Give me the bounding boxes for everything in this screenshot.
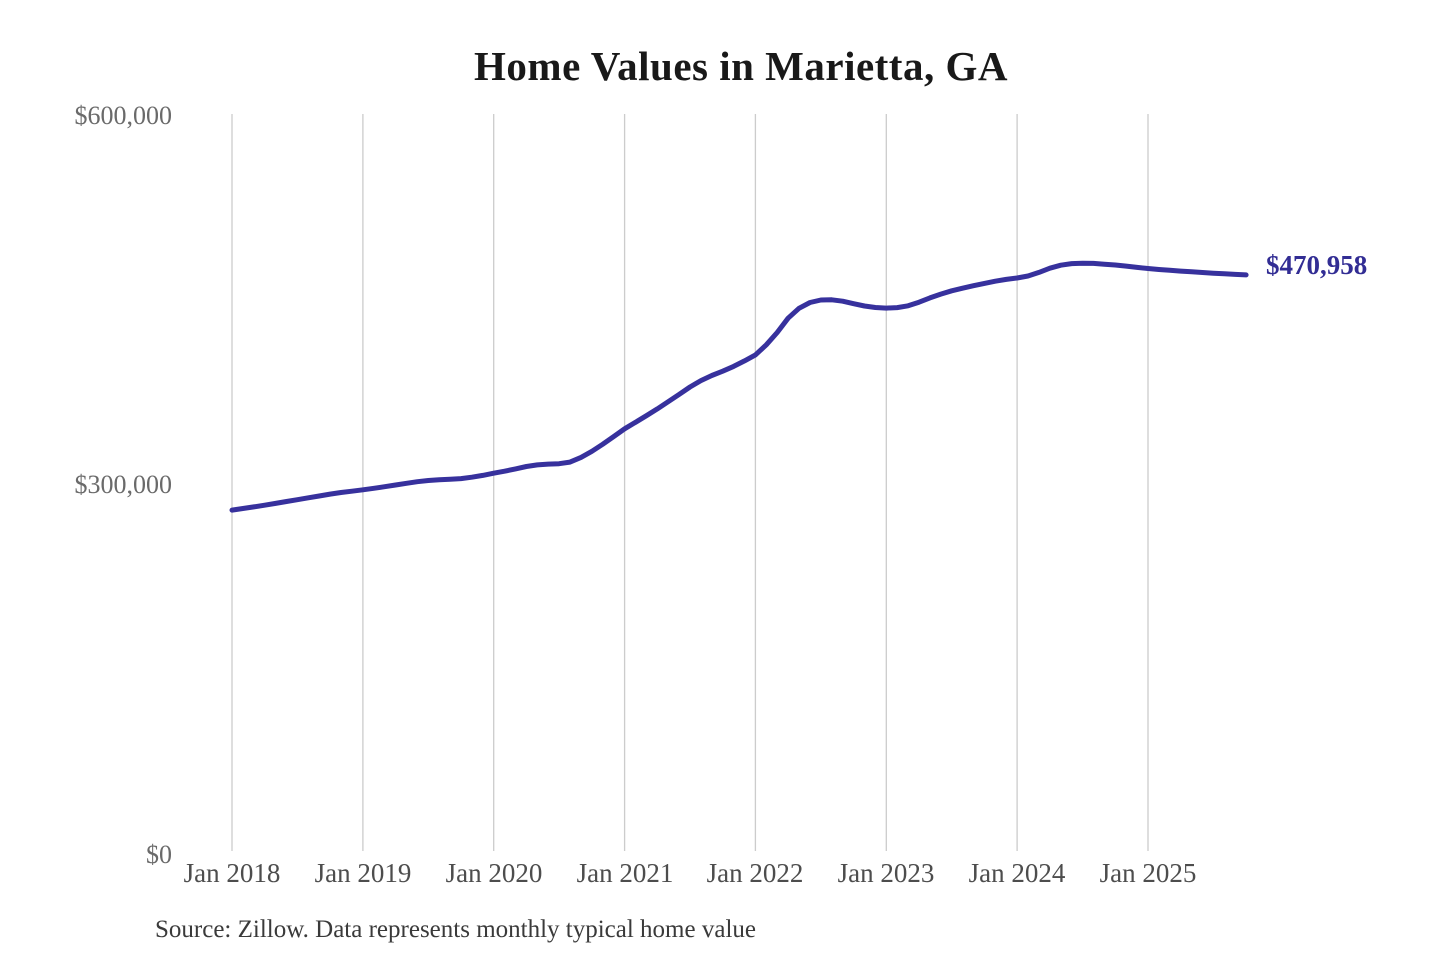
y-tick-600000: $600,000 (74, 101, 173, 130)
x-tick-jan-2024: Jan 2024 (968, 858, 1066, 888)
x-tick-jan-2025: Jan 2025 (1099, 858, 1197, 888)
source-note: Source: Zillow. Data represents monthly … (155, 916, 756, 943)
x-tick-jan-2019: Jan 2019 (314, 858, 412, 888)
x-tick-jan-2023: Jan 2023 (837, 858, 935, 888)
x-tick-jan-2018: Jan 2018 (183, 858, 281, 888)
latest-value-label: $470,958 (1266, 250, 1368, 280)
x-tick-jan-2022: Jan 2022 (706, 858, 804, 888)
home-value-line (229, 260, 1249, 513)
y-tick-300000: $300,000 (74, 470, 173, 499)
y-tick-0: $0 (146, 840, 172, 869)
x-tick-jan-2020: Jan 2020 (445, 858, 543, 888)
year-gridlines (231, 114, 1149, 851)
chart-title: Home Values in Marietta, GA (474, 43, 1008, 89)
x-tick-jan-2021: Jan 2021 (576, 858, 674, 888)
